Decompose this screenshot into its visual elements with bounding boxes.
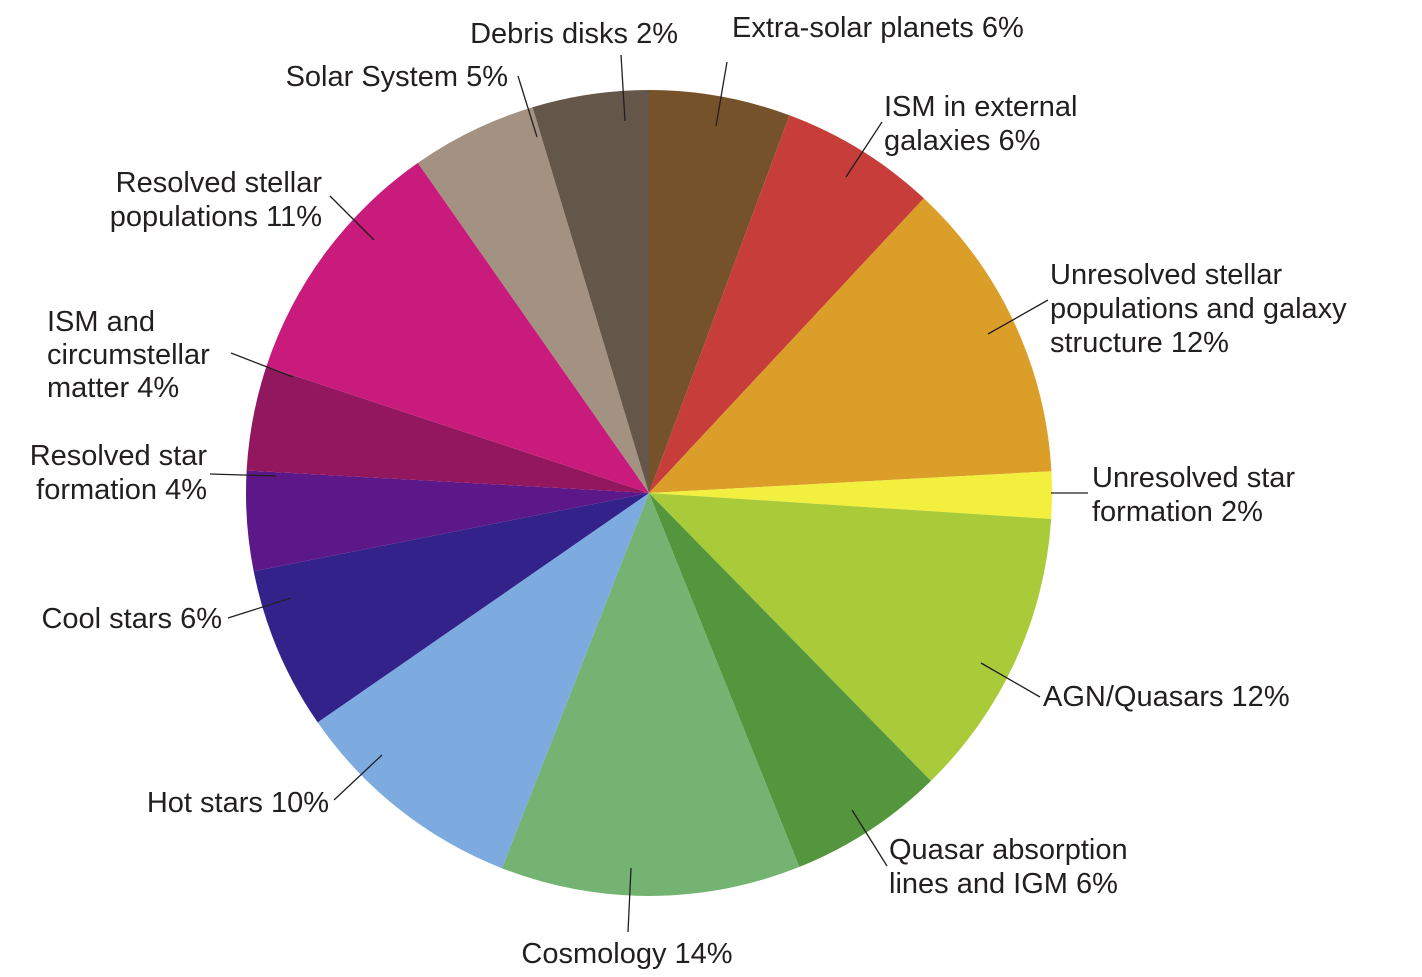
pie-slice bbox=[649, 115, 924, 493]
slice-label: Extra-solar planets 6% bbox=[732, 12, 1024, 44]
slice-label-line: populations 11% bbox=[110, 201, 322, 233]
leader-line bbox=[845, 121, 883, 178]
slice-label: Cosmology 14% bbox=[521, 938, 732, 970]
slice-label-line: Cool stars 6% bbox=[41, 603, 222, 635]
slice-label-line: Unresolved star bbox=[1092, 462, 1295, 494]
slice-label: AGN/Quasars 12% bbox=[1043, 681, 1290, 713]
leader-line bbox=[980, 662, 1041, 698]
pie-slice bbox=[532, 90, 649, 493]
pie-slice bbox=[501, 493, 800, 897]
slice-label-line: Resolved star bbox=[30, 440, 208, 472]
pie-slice bbox=[649, 198, 1052, 493]
leader-line bbox=[715, 61, 728, 127]
leader-line bbox=[517, 75, 538, 138]
slice-label-line: Cosmology 14% bbox=[521, 938, 732, 970]
pie-slice bbox=[317, 493, 649, 869]
slice-label: Cool stars 6% bbox=[41, 603, 222, 635]
slice-label: Quasar absorption lines and IGM 6% bbox=[889, 834, 1128, 900]
slice-label: Debris disks 2% bbox=[470, 18, 678, 50]
slice-label-line: Unresolved stellar bbox=[1050, 259, 1282, 291]
slice-label-line: structure 12% bbox=[1050, 327, 1229, 359]
pie-slice bbox=[253, 493, 649, 723]
pie-slice bbox=[266, 162, 649, 493]
pie-slice bbox=[246, 470, 650, 572]
leader-line bbox=[230, 352, 294, 378]
slice-label-line: Hot stars 10% bbox=[147, 787, 329, 819]
slice-label-line: Quasar absorption bbox=[889, 834, 1128, 866]
pie-slices bbox=[246, 90, 1052, 897]
pie-slice bbox=[649, 90, 790, 493]
slice-label-line: ISM and bbox=[47, 306, 155, 338]
leader-line bbox=[627, 867, 632, 933]
leader-line bbox=[333, 754, 383, 801]
slice-label-line: matter 4% bbox=[47, 372, 179, 404]
leader-line bbox=[227, 597, 292, 619]
slice-label-line: AGN/Quasars 12% bbox=[1043, 681, 1290, 713]
leader-line bbox=[851, 809, 888, 867]
slice-label-line: Debris disks 2% bbox=[470, 18, 678, 50]
slice-label-line: ISM in external bbox=[884, 91, 1077, 123]
leader-lines bbox=[209, 54, 1088, 933]
slice-label-line: Extra-solar planets 6% bbox=[732, 12, 1024, 44]
pie-slice bbox=[246, 366, 649, 493]
slice-label-line: formation 4% bbox=[36, 474, 207, 506]
leader-line bbox=[209, 473, 277, 477]
slice-label-line: lines and IGM 6% bbox=[889, 868, 1118, 900]
leader-line bbox=[620, 54, 626, 122]
slice-label: Hot stars 10% bbox=[147, 787, 329, 819]
pie-slice bbox=[649, 471, 1052, 520]
slice-label: Solar System 5% bbox=[286, 61, 508, 93]
pie-slice bbox=[649, 493, 1052, 781]
slice-label-line: Resolved stellar bbox=[116, 167, 323, 199]
slice-label: ISM and circumstellar matter 4% bbox=[47, 306, 210, 404]
slice-labels: Extra-solar planets 6% ISM in external gal… bbox=[30, 12, 1347, 970]
slice-label: ISM in external galaxies 6% bbox=[884, 91, 1077, 157]
pie-slice bbox=[649, 493, 931, 867]
slice-label: Unresolved stellar populations and galaxy… bbox=[1050, 259, 1347, 359]
slice-label-line: Solar System 5% bbox=[286, 61, 508, 93]
slice-label: Resolved star formation 4% bbox=[30, 440, 208, 506]
pie-slice bbox=[417, 107, 649, 493]
slice-label-line: populations and galaxy bbox=[1050, 293, 1347, 325]
slice-label-line: galaxies 6% bbox=[884, 125, 1040, 157]
leader-line bbox=[329, 195, 375, 241]
slice-label: Unresolved star formation 2% bbox=[1092, 462, 1295, 528]
slice-label-line: formation 2% bbox=[1092, 496, 1263, 528]
slice-label-line: circumstellar bbox=[47, 339, 210, 371]
leader-line bbox=[987, 299, 1049, 335]
slice-label: Resolved stellar populations 11% bbox=[110, 167, 323, 233]
